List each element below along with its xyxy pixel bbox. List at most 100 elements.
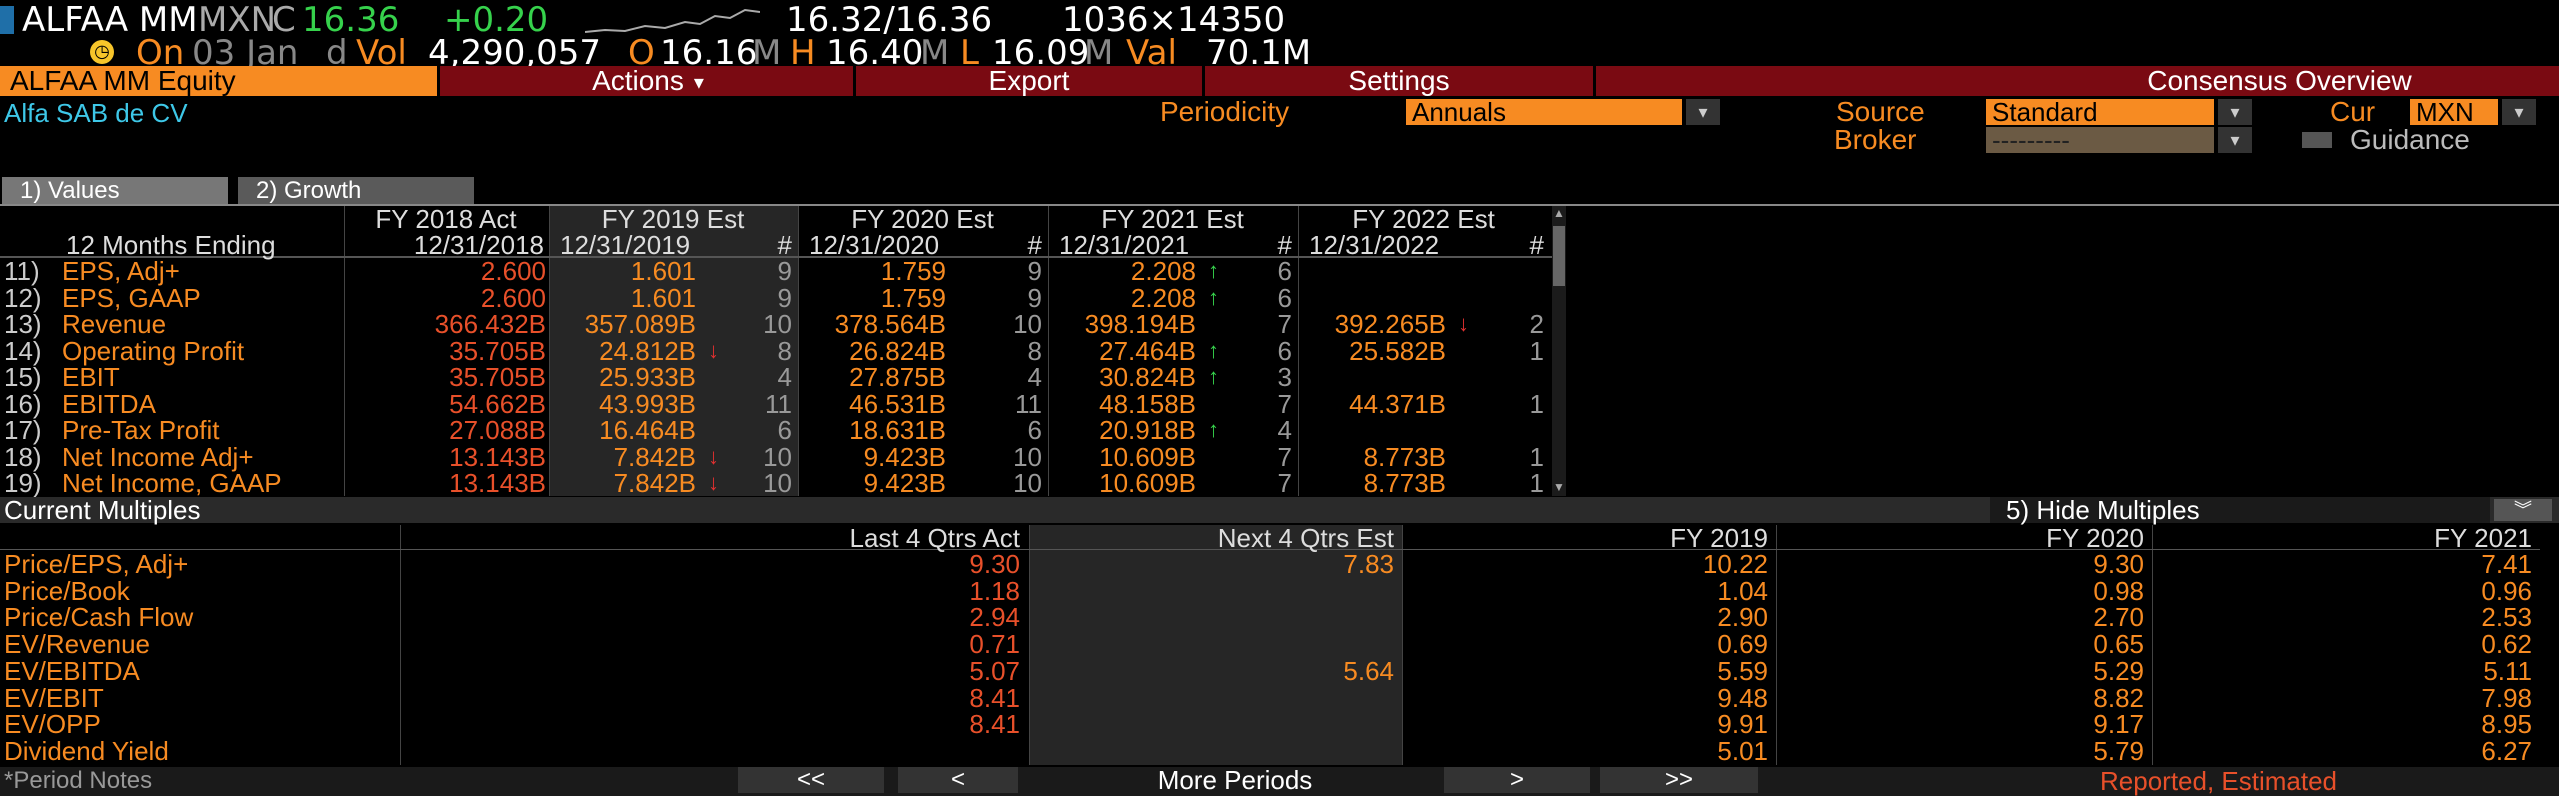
estimate-value[interactable]: 48.158B [1099,388,1196,419]
estimate-value[interactable]: 1.601 [630,282,696,313]
export-button[interactable]: Export [856,66,1205,96]
multiple-value [1028,738,1394,764]
table-row[interactable]: 14) Operating Profit 35.705B 24.812B ↓ 8 26.82… [0,338,1552,364]
estimate-value[interactable]: 27.875B [849,362,946,392]
row-label[interactable]: Net Income Adj+ [62,441,254,472]
currency-select[interactable]: MXN [2410,99,2498,125]
multiple-label[interactable]: Price/Cash Flow [4,602,194,633]
period-notes-link[interactable]: *Period Notes [4,767,153,794]
estimate-value[interactable] [1299,258,1446,284]
estimate-value[interactable]: 25.582B [1349,335,1446,366]
settings-button[interactable]: Settings [1205,66,1596,96]
scrollbar-thumb[interactable] [1553,226,1565,286]
estimate-value[interactable]: 8.773B [1363,468,1446,498]
estimate-value[interactable]: 2.208 [1130,256,1196,286]
estimate-value[interactable]: 1.759 [880,256,946,286]
multiple-label[interactable]: EV/EBITDA [4,655,140,686]
estimate-value[interactable]: 25.933B [599,362,696,392]
estimate-value[interactable]: 44.371B [1349,388,1446,419]
periodicity-select[interactable]: Annuals [1406,99,1682,125]
row-label[interactable]: Pre-Tax Profit [62,415,220,445]
row-label[interactable]: Net Income, GAAP [62,468,282,498]
multiples-row[interactable]: EV/Revenue 0.71 0.69 0.65 0.62 [0,631,2540,657]
multiple-label[interactable]: EV/EBIT [4,682,104,713]
multiples-row[interactable]: EV/EBITDA 5.07 5.64 5.59 5.29 5.11 [0,658,2540,684]
guidance-checkbox[interactable] [2302,132,2332,148]
last-period-button[interactable]: >> [1600,767,1758,793]
broker-dropdown-icon[interactable]: ▾ [2218,127,2252,153]
security-button[interactable]: ALFAA MM Equity [0,66,440,96]
estimate-value[interactable]: 1.759 [880,282,946,313]
estimate-value[interactable]: 27.464B [1099,335,1196,366]
multiple-label[interactable]: EV/Revenue [4,629,150,660]
broker-select[interactable]: --------- [1986,127,2214,153]
row-label[interactable]: EPS, Adj+ [62,256,180,286]
multiple-label[interactable]: Price/EPS, Adj+ [4,549,189,579]
next-period-button[interactable]: > [1444,767,1590,793]
estimate-value[interactable]: 1.601 [630,256,696,286]
estimate-value[interactable]: 30.824B [1099,362,1196,392]
table-row[interactable]: 17) Pre-Tax Profit 27.088B 16.464B 6 18.631B 6… [0,417,1552,443]
table-row[interactable]: 15) EBIT 35.705B 25.933B 4 27.875B 4 30.824B ↑ 3 [0,364,1552,390]
estimate-value[interactable]: 2.208 [1130,282,1196,313]
periodicity-dropdown-icon[interactable]: ▾ [1686,99,1720,125]
hide-multiples-button[interactable]: 5) Hide Multiples [1990,497,2490,523]
tab-growth[interactable]: 2) Growth [238,177,474,205]
scroll-down-icon[interactable]: ▼ [1553,480,1565,494]
table-row[interactable]: 16) EBITDA 54.662B 43.993B 11 46.531B 11 48.158… [0,391,1552,417]
source-select[interactable]: Standard [1986,99,2214,125]
estimate-value[interactable]: 9.423B [863,441,946,472]
estimate-value[interactable] [1299,285,1446,311]
estimate-value[interactable]: 392.265B [1334,309,1446,339]
estimate-value[interactable]: 20.918B [1099,415,1196,445]
multiples-row[interactable]: Price/Cash Flow 2.94 2.90 2.70 2.53 [0,604,2540,630]
previous-period-button[interactable]: < [898,767,1018,793]
estimate-value[interactable]: 398.194B [1084,309,1196,339]
multiples-row[interactable]: EV/OPP 8.41 9.91 9.17 8.95 [0,711,2540,737]
scroll-up-icon[interactable]: ▲ [1553,206,1565,220]
estimate-value[interactable]: 378.564B [834,309,946,339]
estimate-value[interactable]: 43.993B [599,388,696,419]
multiple-value: 7.83 [1343,549,1394,579]
estimate-value[interactable] [1299,364,1446,390]
collapse-icon[interactable]: ︾ [2494,499,2552,521]
estimate-value[interactable]: 26.824B [849,335,946,366]
estimate-value[interactable]: 10.609B [1099,468,1196,498]
table-row[interactable]: 18) Net Income Adj+ 13.143B 7.842B ↓ 10 9.423B… [0,444,1552,470]
table-row[interactable]: 13) Revenue 366.432B 357.089B 10 378.564B 10 39… [0,311,1552,337]
estimate-value[interactable]: 9.423B [863,468,946,498]
first-period-button[interactable]: << [738,767,884,793]
currency-dropdown-icon[interactable]: ▾ [2502,99,2536,125]
multiples-row[interactable]: Price/Book 1.18 1.04 0.98 0.96 [0,578,2540,604]
count-header: # [1529,230,1544,260]
row-label[interactable]: EBITDA [62,388,156,419]
multiples-row[interactable]: Price/EPS, Adj+ 9.30 7.83 10.22 9.30 7.41 [0,551,2540,577]
multiples-row[interactable]: Dividend Yield 5.01 5.79 6.27 [0,738,2540,764]
table-row[interactable]: 19) Net Income, GAAP 13.143B 7.842B ↓ 10 9.423… [0,470,1552,496]
estimate-value[interactable]: 357.089B [584,309,696,339]
multiples-row[interactable]: EV/EBIT 8.41 9.48 8.82 7.98 [0,685,2540,711]
row-label[interactable]: EPS, GAAP [62,282,201,313]
ticker-symbol[interactable]: ALFAA MM [22,0,198,40]
estimate-value[interactable]: 24.812B [599,335,696,366]
estimate-value[interactable]: 46.531B [849,388,946,419]
estimate-value[interactable] [1299,417,1446,443]
estimate-value[interactable]: 10.609B [1099,441,1196,472]
tab-values[interactable]: 1) Values [2,177,228,205]
consensus-overview-button[interactable]: Consensus Overview [2147,65,2412,96]
estimate-value[interactable]: 8.773B [1363,441,1446,472]
multiple-label[interactable]: Dividend Yield [4,735,169,766]
table-row[interactable]: 12) EPS, GAAP 2.600 1.601 9 1.759 9 2.208 ↑ 6 [0,285,1552,311]
multiple-label[interactable]: Price/Book [4,575,130,606]
multiple-label[interactable]: EV/OPP [4,709,101,740]
actions-menu[interactable]: Actions ▾ [443,66,856,96]
source-dropdown-icon[interactable]: ▾ [2218,99,2252,125]
table-row[interactable]: 11) EPS, Adj+ 2.600 1.601 9 1.759 9 2.208 ↑ 6 [0,258,1552,284]
row-label[interactable]: Revenue [62,309,167,339]
estimate-value[interactable]: 18.631B [849,415,946,445]
estimate-value[interactable]: 7.842B [613,441,696,472]
estimate-value[interactable]: 7.842B [613,468,696,498]
row-label[interactable]: Operating Profit [62,335,245,366]
estimate-value[interactable]: 16.464B [599,415,696,445]
row-label[interactable]: EBIT [62,362,120,392]
